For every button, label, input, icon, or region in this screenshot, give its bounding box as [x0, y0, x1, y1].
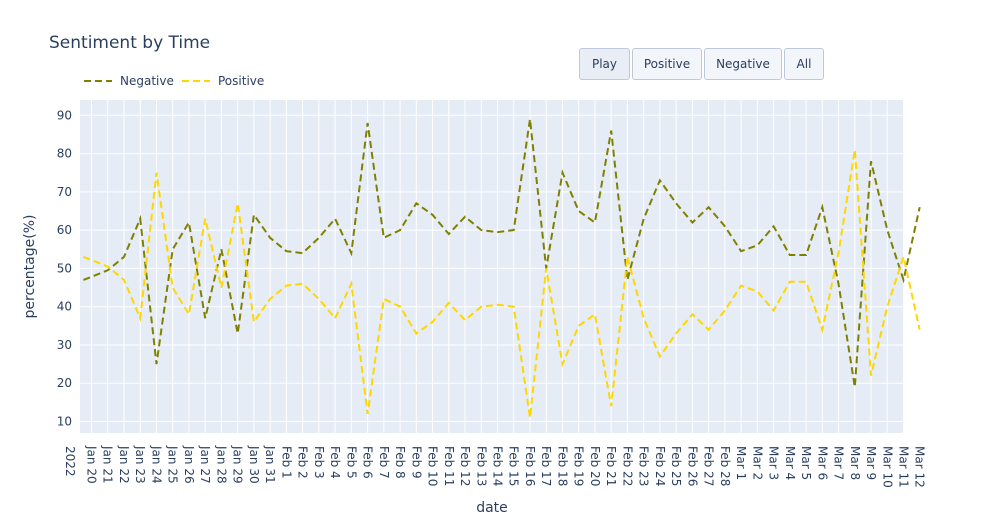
x-tick-label: Mar 2	[750, 446, 764, 480]
legend-item-negative[interactable]: Negative	[84, 74, 174, 88]
x-tick-label: Feb 9	[409, 446, 423, 479]
x-tick-label: Jan 24	[149, 445, 163, 484]
x-tick-label: Feb 5	[344, 446, 358, 479]
series-line-positive[interactable]	[83, 149, 921, 418]
y-tick-label: 10	[57, 415, 72, 429]
x-tick-label: Mar 6	[815, 446, 829, 480]
y-tick-label: 40	[57, 300, 72, 314]
x-tick-label: Mar 9	[864, 446, 878, 480]
x-tick-label: Feb 7	[377, 446, 391, 479]
x-tick-label: Feb 25	[669, 446, 683, 486]
x-tick-label: Feb 6	[361, 446, 375, 479]
x-tick-label: Feb 28	[718, 446, 732, 486]
x-tick-label: Feb 14	[491, 446, 505, 486]
x-tick-label: Jan 23	[133, 445, 147, 484]
x-tick-label: Jan 21	[101, 445, 115, 484]
x-tick-label: Feb 18	[555, 446, 569, 486]
x-tick-label: Feb 8	[393, 446, 407, 479]
x-tick-label: Mar 7	[832, 446, 846, 480]
x-tick-label: Feb 17	[539, 446, 553, 486]
x-gridlines	[91, 100, 921, 433]
x-tick-label: Jan 22	[117, 445, 131, 484]
y-gridlines	[80, 114, 904, 423]
x-axis-title: date	[476, 500, 508, 516]
x-tick-label: Feb 20	[588, 446, 602, 486]
x-tick-label: Jan 27	[198, 445, 212, 484]
x-tick-label: Jan 28	[214, 445, 228, 484]
x-tick-label: Feb 1	[279, 446, 293, 479]
x-tick-label: Feb 27	[702, 446, 716, 486]
x-tick-label: Feb 10	[426, 446, 440, 486]
chart-title: Sentiment by Time	[49, 33, 211, 53]
x-tick-label: Jan 26	[182, 445, 196, 484]
x-tick-label: Feb 11	[442, 446, 456, 486]
legend-label-negative: Negative	[120, 74, 174, 88]
x-tick-label: Feb 26	[685, 446, 699, 486]
legend-label-positive: Positive	[218, 74, 264, 88]
x-tick-label: Mar 4	[783, 446, 797, 480]
y-tick-label: 30	[57, 338, 72, 352]
y-tick-label: 20	[57, 376, 72, 390]
x-tick-label: Feb 4	[328, 446, 342, 479]
x-tick-label: Feb 13	[474, 446, 488, 486]
y-tick-labels: 10 20 30 40 50 60 70 80 90	[57, 108, 72, 428]
x-tick-label: Jan 30	[247, 445, 261, 484]
negative-button[interactable]: Negative	[704, 48, 782, 80]
x-tick-label: Mar 3	[767, 446, 781, 480]
x-tick-label: Jan 29	[231, 445, 245, 484]
x-tick-label: Feb 21	[604, 446, 618, 486]
positive-button[interactable]: Positive	[632, 48, 702, 80]
x-year-label: 2022	[63, 446, 77, 477]
play-button[interactable]: Play	[579, 48, 630, 80]
x-tick-label: Jan 25	[166, 445, 180, 484]
legend-item-positive[interactable]: Positive	[182, 74, 264, 88]
x-tick-label: Mar 12	[913, 446, 927, 488]
series-lines	[83, 118, 921, 418]
y-tick-label: 90	[57, 108, 72, 122]
series-line-negative[interactable]	[83, 118, 921, 388]
x-tick-labels: Jan 20 Jan 21 Jan 22 Jan 23 Jan 24 Jan 25 Jan …	[85, 445, 927, 488]
x-tick-label: Mar 1	[734, 446, 748, 480]
animation-controls: Play Positive Negative All	[579, 48, 824, 80]
x-tick-label: Jan 31	[263, 445, 277, 484]
x-tick-label: Feb 24	[653, 446, 667, 486]
x-tick-label: Mar 10	[880, 446, 894, 488]
x-tick-label: Mar 5	[799, 446, 813, 480]
y-tick-label: 60	[57, 223, 72, 237]
x-tick-label: Mar 8	[848, 446, 862, 480]
x-tick-label: Feb 15	[507, 446, 521, 486]
y-tick-label: 70	[57, 185, 72, 199]
x-tick-label: Mar 11	[897, 446, 911, 488]
all-button[interactable]: All	[784, 48, 824, 80]
x-tick-label: Feb 12	[458, 446, 472, 486]
x-tick-label: Feb 16	[523, 446, 537, 486]
x-tick-label: Jan 20	[85, 445, 99, 484]
y-axis-title: percentage(%)	[22, 215, 38, 319]
y-tick-label: 50	[57, 261, 72, 275]
x-tick-label: Feb 2	[296, 446, 310, 479]
x-tick-label: Feb 19	[572, 446, 586, 486]
x-tick-label: Feb 3	[312, 446, 326, 479]
y-tick-label: 80	[57, 147, 72, 161]
x-tick-label: Feb 22	[620, 446, 634, 486]
x-tick-label: Feb 23	[637, 446, 651, 486]
legend[interactable]: Negative Positive	[84, 74, 264, 88]
